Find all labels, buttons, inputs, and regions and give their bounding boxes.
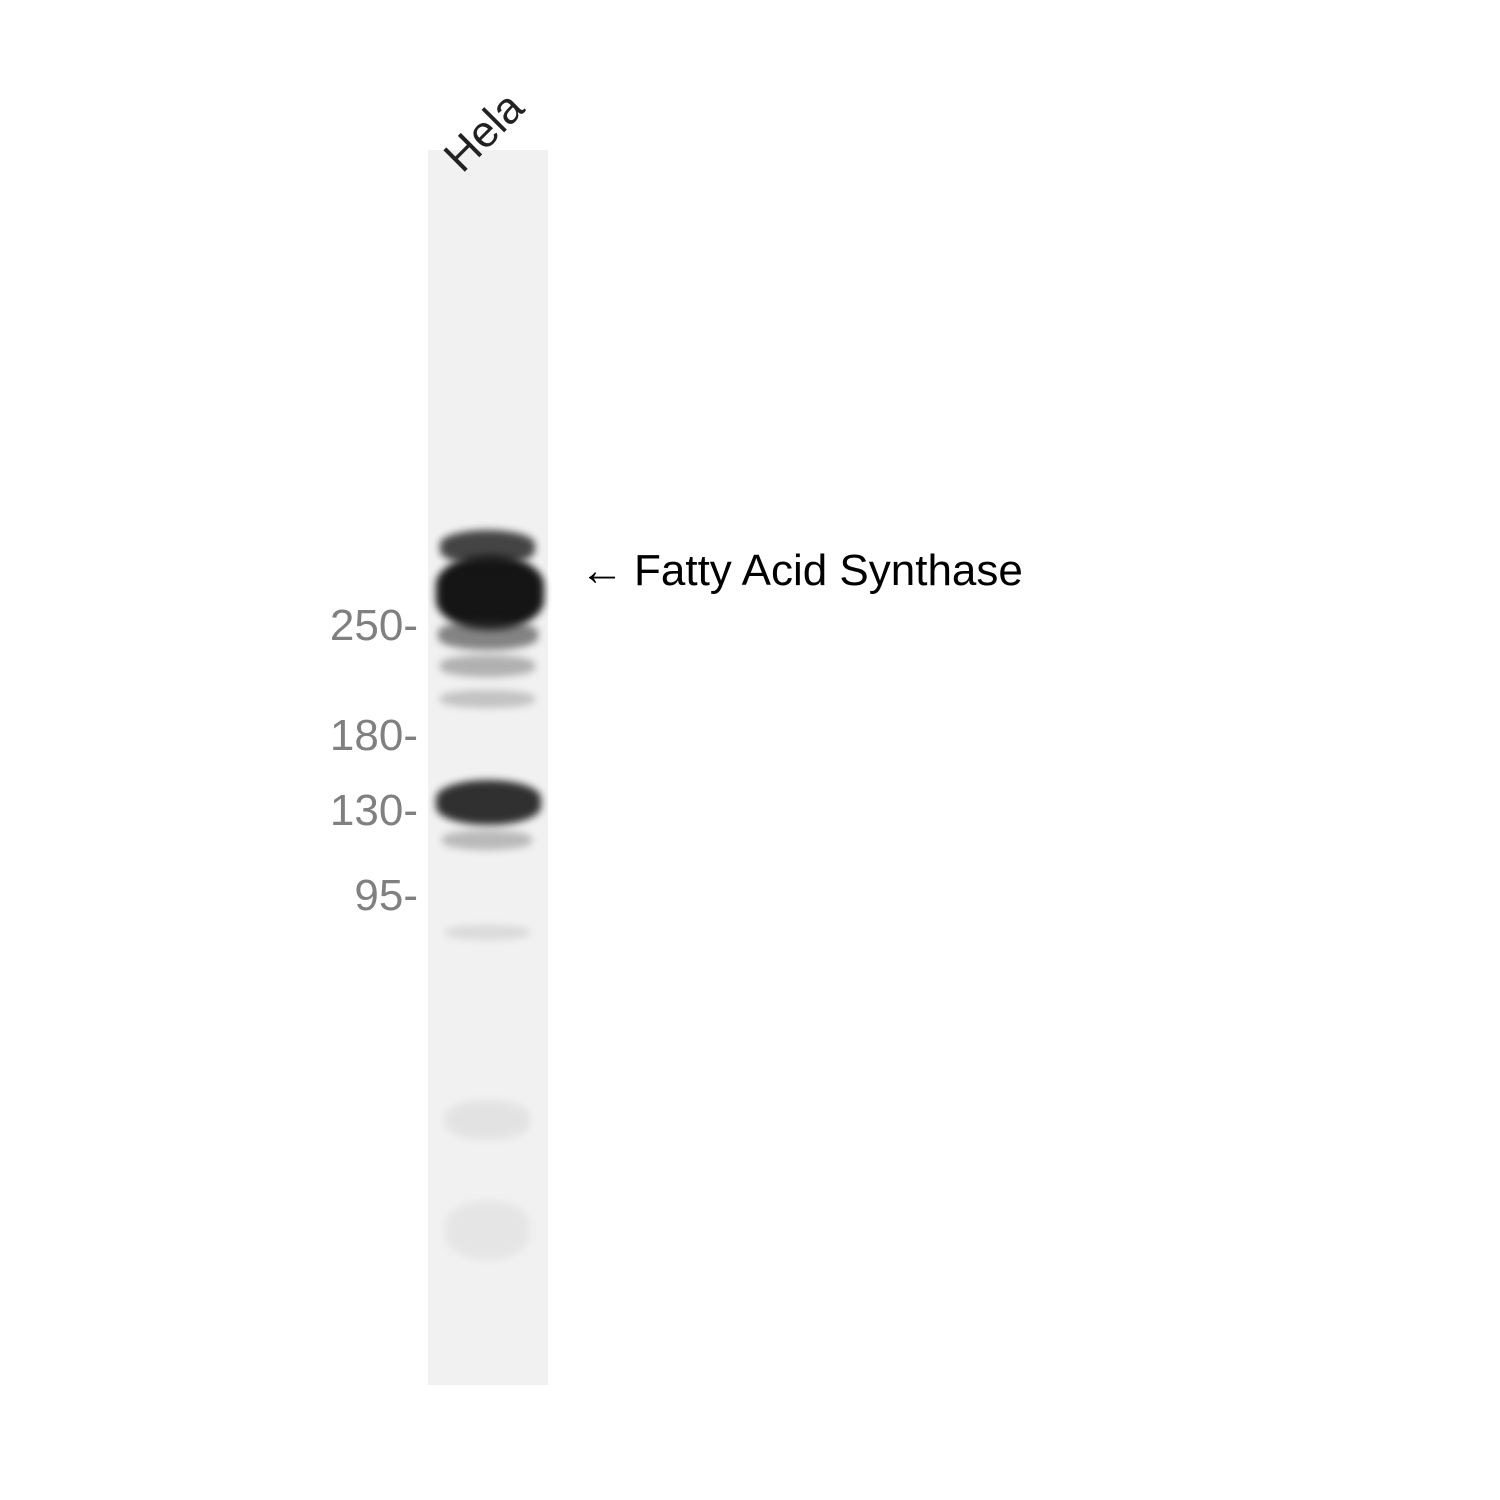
blot-canvas: Hela 250-180-130-95- ← Fatty Acid Syntha… xyxy=(0,0,1500,1500)
target-annotation: ← Fatty Acid Synthase xyxy=(580,546,1023,596)
band xyxy=(440,655,535,677)
band xyxy=(438,620,538,650)
mw-marker: 180- xyxy=(330,711,418,761)
band xyxy=(442,830,532,850)
band xyxy=(436,555,544,630)
arrow-left-icon: ← xyxy=(580,546,624,596)
mw-marker: 130- xyxy=(330,786,418,836)
band xyxy=(440,530,535,565)
band xyxy=(445,1100,530,1140)
mw-marker: 250- xyxy=(330,601,418,651)
band xyxy=(436,780,541,825)
mw-marker: 95- xyxy=(354,871,418,921)
band xyxy=(445,1200,530,1260)
band xyxy=(440,690,535,708)
band xyxy=(445,925,530,940)
target-label: Fatty Acid Synthase xyxy=(634,546,1023,596)
